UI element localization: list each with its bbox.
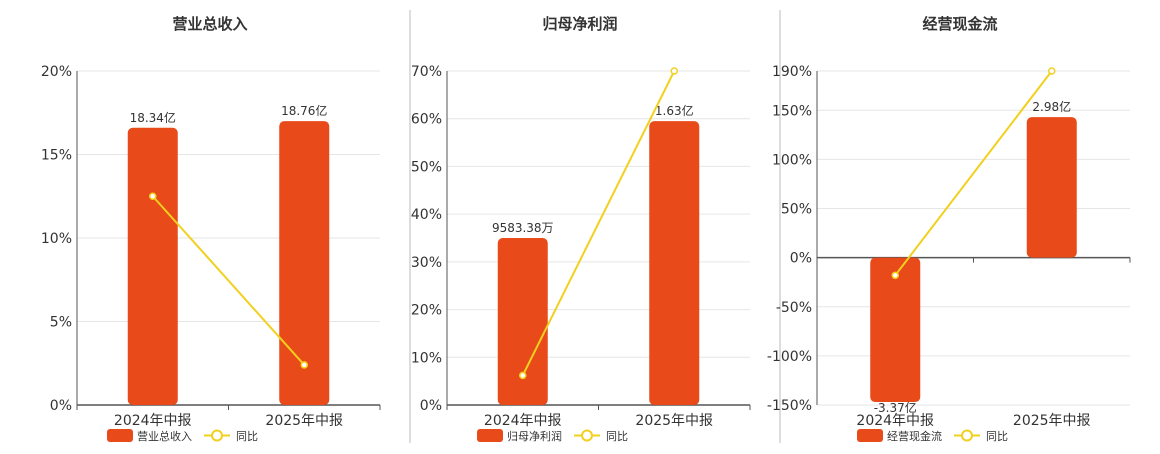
legend-bar-swatch bbox=[107, 429, 133, 442]
yoy-point bbox=[519, 371, 527, 380]
y-tick-label: 0% bbox=[50, 398, 72, 414]
bar-data-label: 1.63亿 bbox=[655, 103, 694, 118]
bar bbox=[279, 121, 330, 405]
legend-line-label: 同比 bbox=[606, 430, 628, 443]
y-tick-label: 50% bbox=[411, 159, 442, 175]
yoy-point bbox=[1048, 67, 1056, 75]
yoy-point bbox=[149, 192, 157, 200]
y-tick-label: 30% bbox=[411, 255, 442, 271]
y-tick-label: 150% bbox=[772, 103, 812, 119]
legend-line-marker bbox=[581, 429, 593, 442]
x-category-label: 2024年中报 bbox=[114, 413, 192, 429]
y-tick-label: 0% bbox=[790, 251, 812, 267]
chart-title: 归母净利润 bbox=[542, 15, 617, 33]
legend-bar-label: 经营现金流 bbox=[887, 429, 942, 443]
chart-title: 营业总收入 bbox=[172, 15, 247, 33]
bar-data-label: 2.98亿 bbox=[1032, 99, 1071, 114]
yoy-point bbox=[891, 271, 899, 280]
y-tick-label: 40% bbox=[411, 207, 442, 223]
legend-bar-swatch bbox=[857, 429, 883, 442]
y-tick-label: 190% bbox=[772, 64, 812, 80]
legend-bar-label: 营业总收入 bbox=[137, 429, 192, 443]
legend-line-marker bbox=[961, 429, 973, 442]
x-category-label: 2025年中报 bbox=[265, 413, 343, 429]
y-tick-label: 70% bbox=[411, 64, 442, 80]
y-tick-label: 5% bbox=[50, 315, 72, 331]
yoy-line bbox=[894, 70, 1053, 276]
bar bbox=[1026, 117, 1077, 258]
chart-title: 经营现金流 bbox=[922, 15, 997, 33]
bar bbox=[870, 257, 921, 403]
x-category-label: 2024年中报 bbox=[856, 413, 934, 429]
bar-data-label: 18.34亿 bbox=[130, 110, 176, 125]
bar bbox=[127, 127, 178, 405]
legend-line-label: 同比 bbox=[986, 430, 1008, 443]
legend-bar-swatch bbox=[477, 429, 503, 442]
bar bbox=[649, 121, 700, 405]
y-tick-label: 20% bbox=[411, 303, 442, 319]
yoy-point bbox=[670, 67, 678, 75]
bar-data-label: 18.76亿 bbox=[281, 103, 327, 118]
y-tick-label: 10% bbox=[41, 231, 72, 247]
y-tick-label: 60% bbox=[411, 112, 442, 128]
yoy-line bbox=[152, 195, 305, 366]
yoy-point bbox=[300, 361, 308, 369]
x-category-label: 2024年中报 bbox=[484, 413, 562, 429]
legend-line-marker bbox=[211, 429, 223, 442]
y-tick-label: -50% bbox=[776, 300, 812, 316]
legend-line-label: 同比 bbox=[236, 430, 258, 443]
bar-data-label: 9583.38万 bbox=[492, 221, 554, 235]
y-tick-label: 20% bbox=[41, 64, 72, 80]
x-category-label: 2025年中报 bbox=[635, 413, 713, 429]
x-category-label: 2025年中报 bbox=[1013, 413, 1091, 429]
y-tick-label: 50% bbox=[781, 202, 812, 218]
y-tick-label: 0% bbox=[420, 398, 442, 414]
y-tick-label: 10% bbox=[411, 350, 442, 366]
y-tick-label: 100% bbox=[772, 152, 812, 168]
bar-data-label: -3.37亿 bbox=[874, 400, 917, 415]
legend-bar-label: 归母净利润 bbox=[507, 429, 562, 443]
y-tick-label: 15% bbox=[41, 148, 72, 164]
yoy-line bbox=[521, 70, 676, 376]
bar bbox=[497, 238, 548, 405]
y-tick-label: -150% bbox=[767, 398, 812, 414]
y-tick-label: -100% bbox=[767, 349, 812, 365]
